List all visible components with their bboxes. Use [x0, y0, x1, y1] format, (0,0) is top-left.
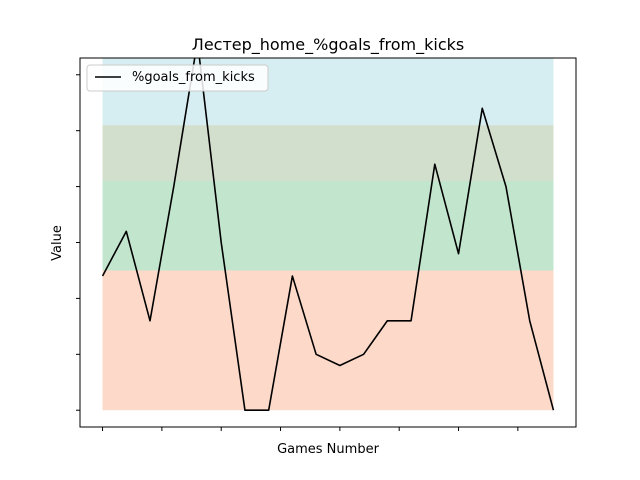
y-axis-ticks [76, 74, 80, 411]
chart-title: Лестер_home_%goals_from_kicks [192, 35, 464, 55]
band-1 [102, 181, 554, 271]
legend: %goals_from_kicks [86, 64, 269, 92]
band-0 [102, 270, 554, 411]
x-axis-ticks [102, 427, 519, 431]
y-axis-label: Value [50, 225, 65, 261]
band-2 [102, 125, 554, 181]
series-layer [101, 58, 555, 412]
x-axis-label: Games Number [277, 442, 379, 457]
legend-box [86, 64, 269, 92]
series-line-0 [101, 58, 555, 412]
background-bands [102, 58, 554, 411]
legend-label: %goals_from_kicks [132, 70, 255, 85]
